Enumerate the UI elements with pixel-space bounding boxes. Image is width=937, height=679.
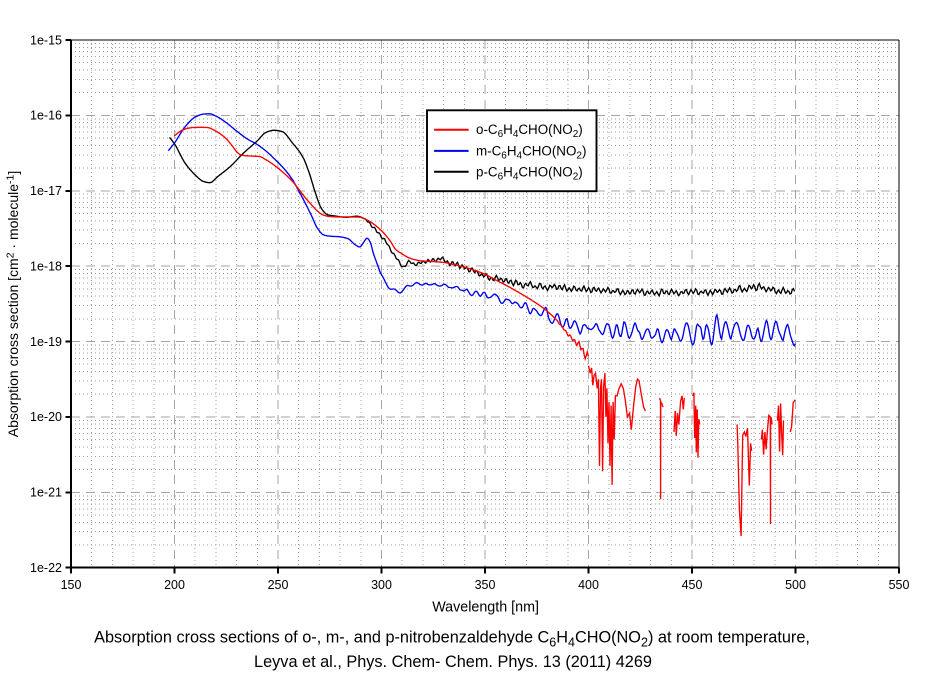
svg-text:1e-15: 1e-15 xyxy=(30,33,62,47)
svg-text:1e-20: 1e-20 xyxy=(30,410,62,424)
svg-text:p-C6H4CHO(NO2): p-C6H4CHO(NO2) xyxy=(476,164,583,182)
svg-text:Absorption cross sections of o: Absorption cross sections of o-, m-, and… xyxy=(94,629,810,650)
svg-text:200: 200 xyxy=(164,578,185,592)
svg-text:400: 400 xyxy=(578,578,599,592)
svg-text:Absorption cross section [cm2: Absorption cross section [cm2 · molecule… xyxy=(5,171,22,438)
svg-text:1e-18: 1e-18 xyxy=(30,260,62,274)
svg-text:1e-16: 1e-16 xyxy=(30,109,62,123)
svg-text:550: 550 xyxy=(889,578,910,592)
svg-text:350: 350 xyxy=(475,578,496,592)
svg-text:1e-21: 1e-21 xyxy=(30,486,62,500)
svg-text:250: 250 xyxy=(268,578,289,592)
svg-text:450: 450 xyxy=(682,578,703,592)
svg-text:Wavelength [nm]: Wavelength [nm] xyxy=(432,600,539,616)
svg-text:500: 500 xyxy=(785,578,806,592)
svg-text:300: 300 xyxy=(371,578,392,592)
svg-text:Leyva et al., Phys. Chem- Chem: Leyva et al., Phys. Chem- Chem. Phys. 13… xyxy=(254,653,652,671)
svg-text:o-C6H4CHO(NO2): o-C6H4CHO(NO2) xyxy=(476,122,583,140)
svg-text:1e-17: 1e-17 xyxy=(30,184,62,198)
svg-text:1e-22: 1e-22 xyxy=(30,561,62,575)
svg-text:1e-19: 1e-19 xyxy=(30,335,62,349)
svg-text:150: 150 xyxy=(61,578,82,592)
